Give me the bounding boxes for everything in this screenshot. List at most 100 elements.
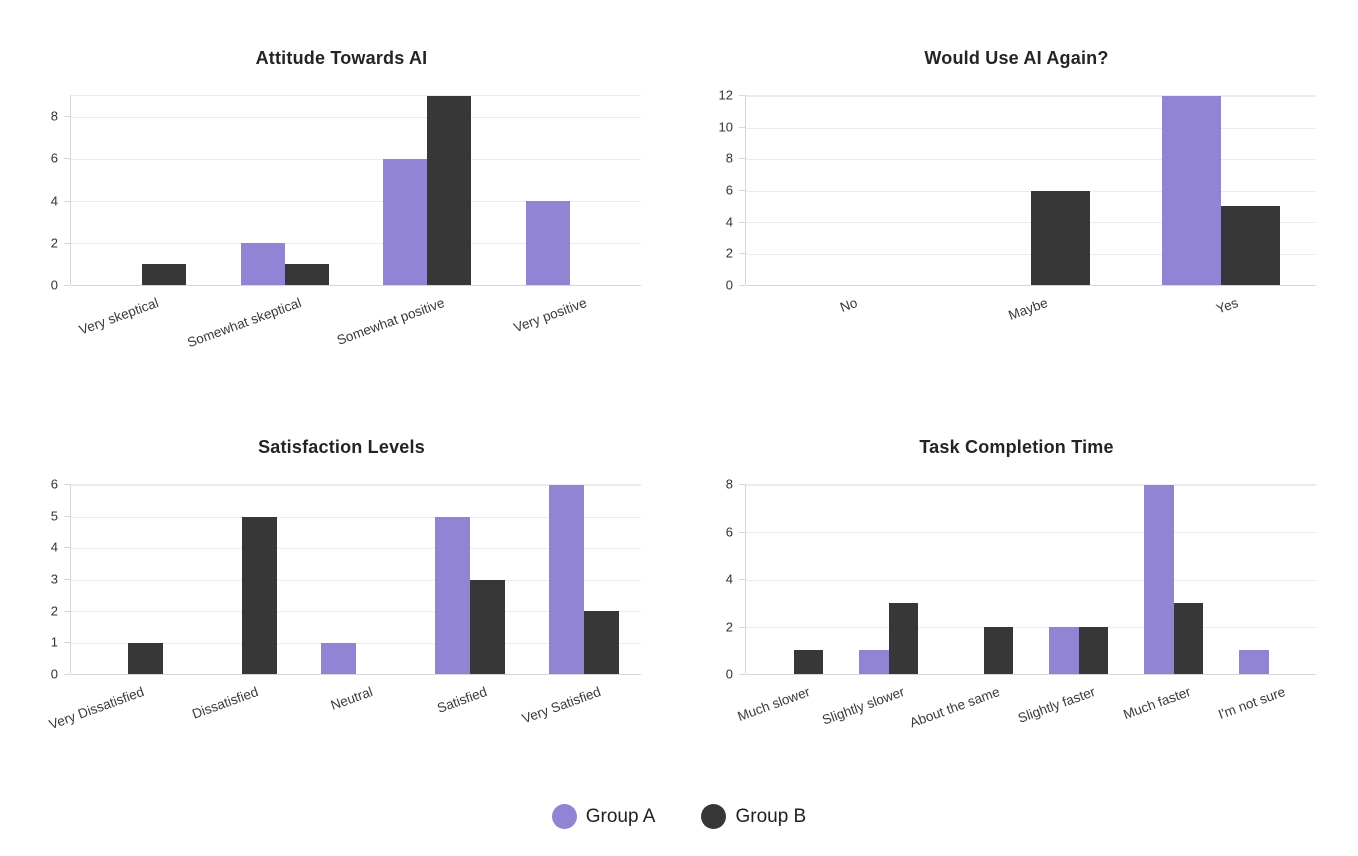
y-axis: 0 1 2 3 4 5 6 <box>28 478 70 681</box>
gridline <box>71 285 641 286</box>
gridline <box>746 159 1316 160</box>
bar-group-a <box>525 201 570 285</box>
x-category: Yes <box>1126 285 1316 371</box>
y-tick-label: 0 <box>50 666 58 682</box>
category-slot <box>936 96 1126 285</box>
y-tick-mark <box>64 610 70 612</box>
category-slot <box>936 485 1031 674</box>
bar-group-b <box>242 516 278 674</box>
bar-group-a <box>434 516 470 674</box>
x-tick-label: Much faster <box>1121 684 1193 723</box>
legend-label: Group A <box>585 805 656 827</box>
y-tick-label: 0 <box>50 277 58 293</box>
y-tick-label: 5 <box>50 508 58 524</box>
x-tick-label: Satisfied <box>435 684 489 716</box>
chart-body: 0 1 2 3 4 5 6 <box>28 478 655 681</box>
chart-body: 0 2 4 6 8 10 12 <box>703 89 1330 292</box>
y-tick-label: 6 <box>50 476 58 492</box>
y-tick-mark <box>64 579 70 580</box>
y-tick-mark <box>64 484 70 485</box>
x-tick-label: Very Satisfied <box>520 684 604 727</box>
y-tick-label: 8 <box>50 108 58 124</box>
charts-grid: Attitude Towards AI 0 2 4 6 8 Very skeptical… <box>28 34 1330 760</box>
bar-group-a <box>1049 626 1079 674</box>
bar-group-a <box>859 650 889 674</box>
group-a-swatch-icon <box>551 804 577 829</box>
y-tick-label: 8 <box>725 150 733 166</box>
y-axis: 0 2 4 6 8 10 12 <box>703 89 745 292</box>
x-category: Much faster <box>1121 674 1221 760</box>
x-tick-label: Very Dissatisfied <box>47 684 147 733</box>
group-b-swatch-icon <box>701 804 727 829</box>
gridline <box>746 485 1316 486</box>
plot-area <box>70 95 641 286</box>
bar-group-b <box>888 603 918 674</box>
y-tick-label: 4 <box>725 571 733 587</box>
x-category: No <box>745 285 935 371</box>
bar-group-a <box>383 159 428 285</box>
gridline <box>71 117 641 118</box>
y-tick-mark <box>739 579 745 580</box>
category-slot <box>746 485 841 674</box>
bar-group-a <box>548 485 584 674</box>
y-tick-mark <box>739 221 745 223</box>
y-tick-mark <box>739 285 745 286</box>
gridline <box>71 611 641 612</box>
x-category: About the same <box>908 674 1030 760</box>
gridline <box>71 159 641 160</box>
x-axis-labels: Very skeptical Somewhat skeptical Somewhat… <box>70 285 641 371</box>
gridline <box>746 127 1316 129</box>
bar-group-b <box>470 579 506 674</box>
gridline <box>746 674 1316 675</box>
x-category: Neutral <box>298 674 412 760</box>
category-slot <box>746 96 936 285</box>
category-slot <box>1221 485 1316 674</box>
y-tick-mark <box>64 242 70 244</box>
y-tick-label: 3 <box>50 571 58 587</box>
y-axis: 0 2 4 6 8 <box>28 95 70 292</box>
gridline <box>746 532 1316 534</box>
category-slot <box>214 96 357 285</box>
bar-group-b <box>284 264 329 285</box>
legend-item-group-a[interactable]: Group A <box>551 804 656 829</box>
bar-group-b <box>1078 626 1108 674</box>
y-tick-label: 2 <box>50 603 58 619</box>
y-tick-mark <box>64 674 70 675</box>
chart-attitude-towards-ai: Attitude Towards AI 0 2 4 6 8 Very skeptical… <box>28 34 655 371</box>
x-tick-label: Very skeptical <box>77 295 161 338</box>
chart-title: Task Completion Time <box>919 437 1114 457</box>
y-tick-label: 4 <box>725 214 733 230</box>
y-tick-label: 2 <box>725 619 733 634</box>
y-tick-label: 6 <box>50 150 58 166</box>
category-slot <box>185 485 299 674</box>
bar-group-b <box>584 611 620 674</box>
category-slot <box>1031 485 1126 674</box>
bars-layer <box>746 96 1316 285</box>
gridline <box>71 674 641 675</box>
x-axis-labels: No Maybe Yes <box>745 285 1316 371</box>
x-tick-label: Very positive <box>511 295 589 336</box>
y-tick-label: 0 <box>725 277 733 293</box>
y-tick-mark <box>739 626 745 628</box>
chart-would-use-ai-again: Would Use AI Again? 0 2 4 6 8 10 12 No Maybe Yes <box>703 34 1330 371</box>
gridline <box>746 579 1316 581</box>
y-tick-mark <box>64 116 70 118</box>
x-tick-label: Neutral <box>328 684 375 713</box>
y-tick-mark <box>739 531 745 533</box>
chart-satisfaction-levels: Satisfaction Levels 0 1 2 3 4 5 6 Very Dissati… <box>28 423 655 760</box>
gridline <box>746 285 1316 286</box>
x-category: Slightly faster <box>1016 674 1126 760</box>
y-axis: 0 2 4 6 8 <box>703 478 745 681</box>
plot-area <box>70 484 641 675</box>
y-tick-mark <box>739 674 745 675</box>
legend-item-group-b[interactable]: Group B <box>701 804 806 829</box>
gridline <box>71 243 641 244</box>
plot-area <box>745 95 1316 286</box>
y-tick-mark <box>64 547 70 549</box>
bar-group-b <box>1031 190 1090 285</box>
chart-legend: Group A Group B <box>28 804 1330 829</box>
plot-area <box>745 484 1316 675</box>
x-category: Very Satisfied <box>520 674 641 760</box>
